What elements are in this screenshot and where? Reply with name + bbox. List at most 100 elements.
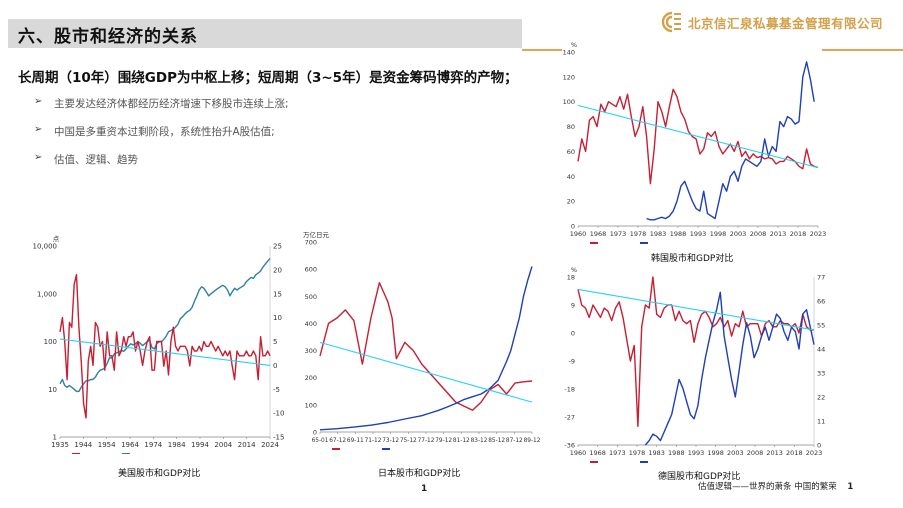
japan-chart: 万亿日元 700 600 500 400 300 200 100 0 65-01 67-12 69-1… — [300, 228, 545, 450]
y-left-tick-label: 1,000 — [37, 290, 57, 298]
y-right-tick-label: -10 — [273, 410, 284, 418]
bullet-list: ➢ 主要发达经济体都经历经济增速下移股市连续上涨; ➢ 中国是多重资本过剩阶段，系统… — [34, 96, 289, 180]
x-tick-label: 77-12 — [418, 438, 435, 444]
page-number: 1 — [421, 484, 428, 494]
y-left-tick-label: 10 — [48, 386, 57, 394]
x-tick-label: 71-12 — [365, 438, 382, 444]
germany-chart: % 18 9 0 -9 -18 -27 -36 77 66 55 44 33 22 11 0 1960 1968 1… — [560, 263, 830, 463]
x-tick-label: 1973 — [609, 449, 626, 457]
x-tick-label: 2018 — [786, 449, 803, 457]
x-tick-label: 87-12 — [506, 438, 523, 444]
blue-series-line — [319, 266, 533, 431]
legend-swatch-secondary — [640, 461, 648, 463]
usa-chart-svg: 点10,000 1,000 100 10 1 25 20 15 10 5 0 -5 -10 -15 1935… — [33, 235, 284, 454]
x-tick-label: 81-12 — [453, 438, 470, 444]
legend-swatch-red — [72, 453, 80, 454]
x-tick-label: 1983 — [648, 449, 665, 457]
footer-text: 估值逻辑——世界的萧条 中国的繁荣 1 — [698, 480, 853, 492]
bullet-item: ➢ 主要发达经济体都经历经济增速下移股市连续上涨; — [34, 96, 289, 124]
x-tick-label: 1978 — [630, 230, 647, 238]
x-tick-label: 2018 — [790, 230, 807, 238]
y-left-tick-label: 100 — [44, 338, 57, 346]
x-tick-label: 1988 — [668, 449, 685, 457]
x-tick-label: 2003 — [727, 449, 744, 457]
red-series-line — [59, 274, 271, 419]
trend-line — [59, 338, 271, 366]
y-left-tick-label: -18 — [564, 386, 575, 394]
x-tick-label: 73-12 — [382, 438, 399, 444]
bullet-arrow-icon: ➢ — [34, 96, 43, 107]
x-tick-label: 83-12 — [471, 438, 488, 444]
x-tick-label: 2003 — [730, 230, 747, 238]
bullet-item: ➢ 估值、逻辑、趋势 — [34, 152, 289, 180]
y-right-tick-label: 66 — [817, 298, 825, 306]
x-tick-label: 79-12 — [435, 438, 452, 444]
y-axis-unit-label: 万亿日元 — [303, 230, 330, 239]
x-tick-label: 1983 — [650, 230, 667, 238]
y-right-tick-label: 0 — [817, 442, 821, 450]
y-axis-unit-label: % — [571, 266, 577, 274]
y-right-tick-label: 22 — [817, 394, 825, 402]
bullet-text: 主要发达经济体都经历经济增速下移股市连续上涨; — [54, 98, 289, 110]
y-right-tick-label: 55 — [817, 322, 825, 330]
legend-swatch-red — [590, 242, 598, 244]
y-left-tick-label: 600 — [305, 266, 317, 274]
x-tick-label: 1998 — [710, 230, 727, 238]
x-tick-label: 2023 — [810, 230, 827, 238]
x-tick-label: 2004 — [214, 441, 232, 449]
x-tick-label: 1960 — [570, 230, 587, 238]
y-left-tick-label: 1 — [53, 434, 57, 442]
x-tick-label: 1988 — [670, 230, 687, 238]
x-tick-label: 1993 — [690, 230, 707, 238]
y-left-tick-label: -27 — [564, 414, 575, 422]
x-tick-label: 1998 — [707, 449, 724, 457]
y-right-tick-label: 33 — [817, 370, 825, 378]
usa-chart: 点 10,000 1,000 100 10 1 25 20 15 10 5 0 -5 -10 -15 1935… — [28, 232, 292, 454]
x-tick-label: 89-12 — [524, 438, 541, 444]
bullet-arrow-icon: ➢ — [34, 152, 43, 163]
y-left-tick-label: 20 — [567, 198, 575, 206]
teal-series-line — [59, 257, 271, 393]
bullet-text: 估值、逻辑、趋势 — [54, 154, 138, 166]
x-tick-label: 1960 — [570, 449, 587, 457]
x-tick-label: 2024 — [261, 441, 279, 449]
y-left-tick-label: 0 — [571, 223, 575, 231]
y-right-tick-label: 20 — [273, 266, 282, 274]
y-right-tick-label: 77 — [817, 274, 825, 282]
x-tick-label: 2023 — [806, 449, 823, 457]
blue-series-line — [646, 61, 815, 221]
x-tick-label: 67-12 — [329, 438, 346, 444]
bullet-text: 中国是多重资本过剩阶段，系统性抬升A股估值; — [54, 126, 275, 138]
y-left-tick-label: -9 — [569, 358, 575, 366]
y-right-tick-label: 44 — [817, 346, 825, 354]
trend-line — [577, 288, 815, 331]
y-left-tick-label: 18 — [567, 274, 575, 282]
y-right-tick-label: 25 — [273, 243, 282, 251]
korea-chart-caption: 韩国股市和GDP对比 — [651, 254, 734, 264]
y-left-tick-label: 10,000 — [33, 243, 58, 251]
header-divider-right — [822, 49, 903, 51]
company-logo: 北京信汇泉私募基金管理有限公司 — [660, 10, 883, 34]
x-tick-label: 85-12 — [488, 438, 505, 444]
company-name: 北京信汇泉私募基金管理有限公司 — [688, 15, 884, 31]
y-right-tick-label: 11 — [817, 418, 825, 426]
x-tick-label: 65-01 — [312, 438, 329, 444]
footer-page-number: 1 — [847, 482, 854, 492]
legend-swatch-secondary — [382, 448, 390, 450]
x-tick-label: 1964 — [121, 441, 139, 449]
y-axis-unit-label: % — [571, 41, 577, 49]
y-left-tick-label: 700 — [305, 239, 317, 247]
y-right-tick-label: 5 — [273, 338, 277, 346]
bullet-item: ➢ 中国是多重资本过剩阶段，系统性抬升A股估值; — [34, 124, 289, 152]
x-tick-label: 1935 — [51, 441, 69, 449]
y-left-tick-label: 80 — [567, 123, 575, 131]
red-series-line — [577, 276, 814, 428]
x-tick-label: 75-12 — [400, 438, 417, 444]
trend-line — [319, 341, 533, 403]
y-left-tick-label: 9 — [571, 302, 575, 310]
y-left-tick-label: 0 — [313, 429, 317, 437]
korea-chart: % 140 120 100 80 60 40 20 0 1960 1968 1973 1978 1983 1… — [560, 40, 830, 248]
y-left-tick-label: 60 — [567, 148, 575, 156]
y-axis-unit-label: 点 — [53, 235, 60, 243]
